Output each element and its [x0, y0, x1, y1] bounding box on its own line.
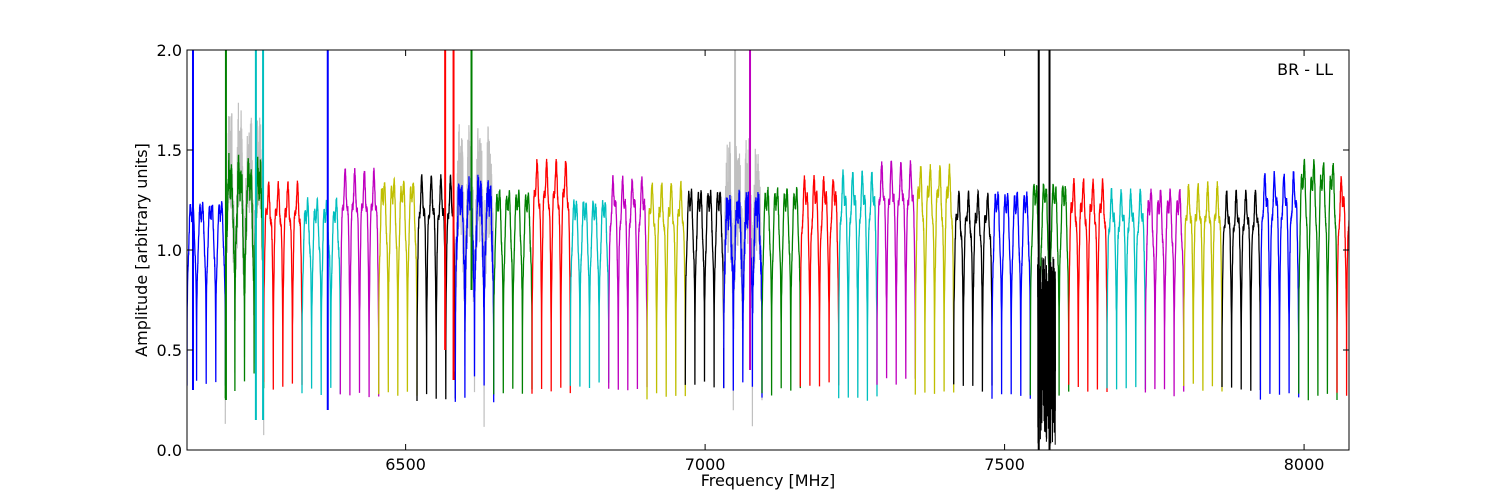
sub-band-series-23 — [1068, 177, 1108, 393]
y-tick-label: 0.5 — [157, 341, 182, 360]
rfi-noise-block — [1037, 256, 1056, 446]
flagged-series-7 — [454, 124, 495, 427]
sub-band-series-29 — [1298, 158, 1338, 401]
sub-band-series-15 — [761, 186, 801, 396]
sub-band-series-21 — [991, 191, 1031, 399]
sub-band-series-3 — [301, 196, 341, 396]
baseline-annotation: BR - LL — [1277, 60, 1333, 79]
sub-band-series-26 — [1183, 181, 1223, 392]
sub-band-series-27 — [1221, 189, 1262, 391]
y-tick-label: 1.0 — [157, 241, 182, 260]
x-tick-label: 7000 — [685, 455, 726, 474]
x-axis-label: Frequency [MHz] — [701, 471, 835, 490]
x-tick-label: 7500 — [984, 455, 1025, 474]
sub-band-series-20 — [953, 188, 993, 392]
sub-band-series-24 — [1106, 187, 1147, 390]
sub-band-series-9 — [531, 158, 571, 394]
sub-band-series-28 — [1259, 170, 1300, 400]
x-tick-label: 6500 — [385, 455, 426, 474]
sub-band-series-13 — [684, 188, 725, 389]
sub-band-series-6 — [416, 174, 456, 402]
sub-band-series-10 — [569, 199, 610, 389]
y-axis-label: Amplitude [arbitrary units] — [132, 143, 151, 357]
sub-band-series-18 — [876, 160, 916, 385]
sub-band-series-11 — [608, 174, 648, 391]
sub-band-series-25 — [1144, 188, 1185, 397]
sub-band-series-4 — [339, 167, 380, 398]
sub-band-series-30 — [1336, 176, 1349, 396]
sub-band-series-8 — [493, 189, 533, 395]
x-tick-label: 8000 — [1284, 455, 1325, 474]
sub-band-series-12 — [646, 180, 686, 400]
y-tick-label: 2.0 — [157, 41, 182, 60]
sub-band-series-17 — [838, 169, 878, 401]
sub-band-series-7 — [454, 174, 495, 403]
sub-band-series-19 — [914, 163, 955, 395]
sub-band-series-16 — [799, 174, 840, 387]
y-tick-label: 1.5 — [157, 141, 182, 160]
sub-band-series-1 — [224, 152, 265, 399]
flagged-series-14 — [723, 138, 763, 427]
ticks-layer: 6500 7000 7500 8000 0.0 0.5 1.0 1.5 2.0 — [157, 41, 1349, 474]
sub-band-series-14 — [723, 189, 763, 398]
series-layer — [187, 50, 1349, 450]
sub-band-series-2 — [263, 180, 303, 390]
sub-band-series-5 — [378, 176, 418, 396]
y-tick-label: 0.0 — [157, 441, 182, 460]
